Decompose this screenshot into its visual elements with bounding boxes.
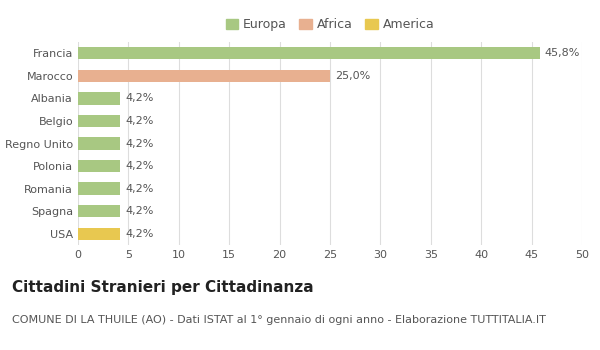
Bar	[78, 182, 121, 195]
Text: 4,2%: 4,2%	[125, 229, 154, 239]
Text: 45,8%: 45,8%	[545, 48, 580, 58]
Bar	[78, 70, 330, 82]
Bar	[78, 137, 121, 150]
Bar	[78, 115, 121, 127]
Text: 4,2%: 4,2%	[125, 93, 154, 103]
Bar	[78, 92, 121, 105]
Text: Cittadini Stranieri per Cittadinanza: Cittadini Stranieri per Cittadinanza	[12, 280, 314, 295]
Text: 4,2%: 4,2%	[125, 184, 154, 194]
Bar	[78, 205, 121, 217]
Bar	[78, 160, 121, 172]
Bar	[78, 47, 539, 60]
Text: 4,2%: 4,2%	[125, 116, 154, 126]
Text: 4,2%: 4,2%	[125, 139, 154, 148]
Text: 25,0%: 25,0%	[335, 71, 370, 81]
Text: 4,2%: 4,2%	[125, 206, 154, 216]
Legend: Europa, Africa, America: Europa, Africa, America	[221, 13, 439, 36]
Text: 4,2%: 4,2%	[125, 161, 154, 171]
Bar	[78, 228, 121, 240]
Text: COMUNE DI LA THUILE (AO) - Dati ISTAT al 1° gennaio di ogni anno - Elaborazione : COMUNE DI LA THUILE (AO) - Dati ISTAT al…	[12, 315, 546, 325]
